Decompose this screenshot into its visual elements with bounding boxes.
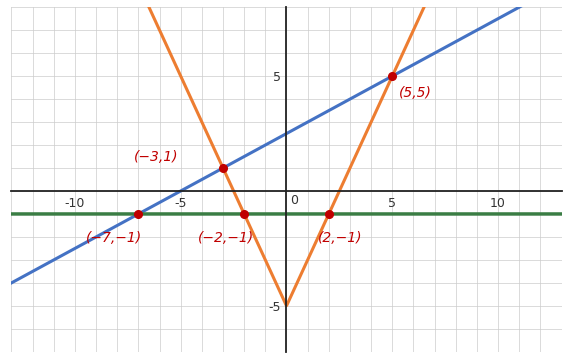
Text: (−3,1): (−3,1) bbox=[134, 150, 179, 164]
Text: (−7,−1): (−7,−1) bbox=[85, 230, 142, 244]
Text: 0: 0 bbox=[290, 194, 298, 207]
Text: (−2,−1): (−2,−1) bbox=[198, 230, 254, 244]
Text: (2,−1): (2,−1) bbox=[318, 230, 363, 244]
Text: (5,5): (5,5) bbox=[399, 86, 431, 100]
